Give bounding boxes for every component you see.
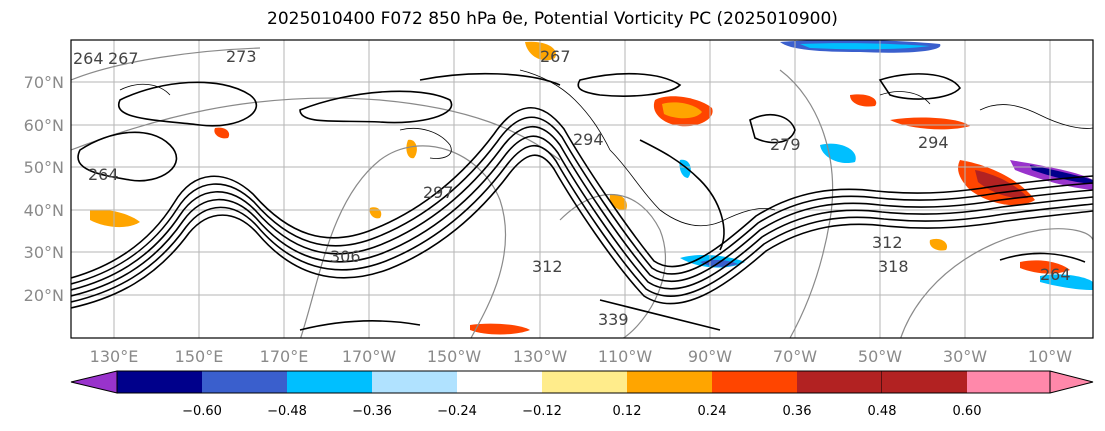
contour-label: 264 (1040, 265, 1071, 284)
contour-label: 312 (872, 233, 903, 252)
lon-label: 150°W (427, 347, 482, 366)
lon-label: 10°W (1028, 347, 1072, 366)
colorbar-tick-label: −0.12 (522, 404, 562, 419)
pv-patch-blue (800, 43, 930, 50)
colorbar-segment (542, 371, 627, 393)
lat-label: 60°N (24, 116, 64, 135)
contour-label: 297 (423, 183, 454, 202)
colorbar-segment (882, 371, 967, 393)
contour-label: 279 (770, 135, 801, 154)
latitude-labels: 70°N 60°N 50°N 40°N 30°N 20°N (24, 73, 64, 305)
contour-label: 267 (540, 47, 571, 66)
pv-patch-orange (470, 323, 530, 335)
colorbar-tick-label: 0.12 (613, 404, 642, 419)
lon-label: 110°W (598, 347, 653, 366)
lon-label: 130°W (513, 347, 568, 366)
contour-label: 273 (226, 47, 257, 66)
colorbar-tick-label: −0.24 (437, 404, 477, 419)
colorbar-segment (202, 371, 287, 393)
pv-patch-navy (1030, 165, 1093, 184)
colorbar-tick-labels: −0.60 −0.48 −0.36 −0.24 −0.12 0.12 0.24 … (182, 404, 981, 419)
colorbar-segment (712, 371, 797, 393)
colorbar-segment (797, 371, 882, 393)
contour-label: 264 (73, 49, 104, 68)
contour-label: 267 (108, 49, 139, 68)
colorbar-tick-label: 0.36 (783, 404, 812, 419)
pv-patch-orange (890, 117, 970, 130)
contour-labels: 264 267 273 264 267 294 297 279 306 312 … (73, 47, 1071, 329)
gray-contours (71, 47, 1093, 338)
coastlines (119, 69, 1093, 227)
lon-label: 130°E (90, 347, 139, 366)
colorbar-left-extension (70, 370, 118, 394)
pv-patch-orange (214, 127, 230, 139)
colorbar-tick-label: 0.48 (868, 404, 897, 419)
pv-patch-blue (1040, 274, 1093, 290)
lat-label: 30°N (24, 243, 64, 262)
colorbar-segment (287, 371, 372, 393)
pv-patch-orange (90, 209, 140, 228)
colorbar-segment (627, 371, 712, 393)
lon-label: 170°E (260, 347, 309, 366)
contour-label: 294 (918, 133, 949, 152)
colorbar-segment (117, 371, 202, 393)
longitude-labels: 130°E 150°E 170°E 170°W 150°W 130°W 110°… (90, 347, 1073, 366)
lon-label: 170°W (342, 347, 397, 366)
contour-label: 339 (598, 310, 629, 329)
contour-label: 264 (88, 165, 119, 184)
colorbar-tick-label: −0.48 (267, 404, 307, 419)
colorbar-tick-label: −0.60 (182, 404, 222, 419)
contour-label: 318 (878, 257, 909, 276)
lat-label: 70°N (24, 73, 64, 92)
pv-patch-orange (929, 238, 948, 251)
lon-label: 70°W (773, 347, 817, 366)
map-title: 2025010400 F072 850 hPa θe, Potential Vo… (267, 9, 838, 29)
lat-label: 40°N (24, 201, 64, 220)
lon-label: 30°W (943, 347, 987, 366)
pv-patch-orange (662, 102, 702, 119)
lon-label: 150°E (175, 347, 224, 366)
map-frame (70, 39, 1094, 339)
pv-patch-blue (820, 143, 856, 164)
colorbar-segment (372, 371, 457, 393)
pv-patch-orange (850, 94, 877, 107)
lon-label: 90°W (688, 347, 732, 366)
lon-label: 50°W (858, 347, 902, 366)
colorbar-tick-label: 0.60 (953, 404, 982, 419)
colorbar-tick-label: −0.36 (352, 404, 392, 419)
contour-label: 312 (532, 257, 563, 276)
colorbar (70, 370, 1094, 394)
contour-label: 306 (330, 247, 361, 266)
gridlines (71, 40, 1093, 338)
pv-contours (71, 72, 1093, 331)
colorbar-segment (457, 371, 542, 393)
contour-label: 294 (573, 130, 604, 149)
pv-patch-orange (406, 139, 417, 159)
lat-label: 50°N (24, 158, 64, 177)
colorbar-tick-label: 0.24 (698, 404, 727, 419)
pv-patch-orange (1020, 260, 1070, 274)
lat-label: 20°N (24, 286, 64, 305)
colorbar-segment (967, 371, 1050, 393)
colorbar-border (116, 370, 1051, 394)
